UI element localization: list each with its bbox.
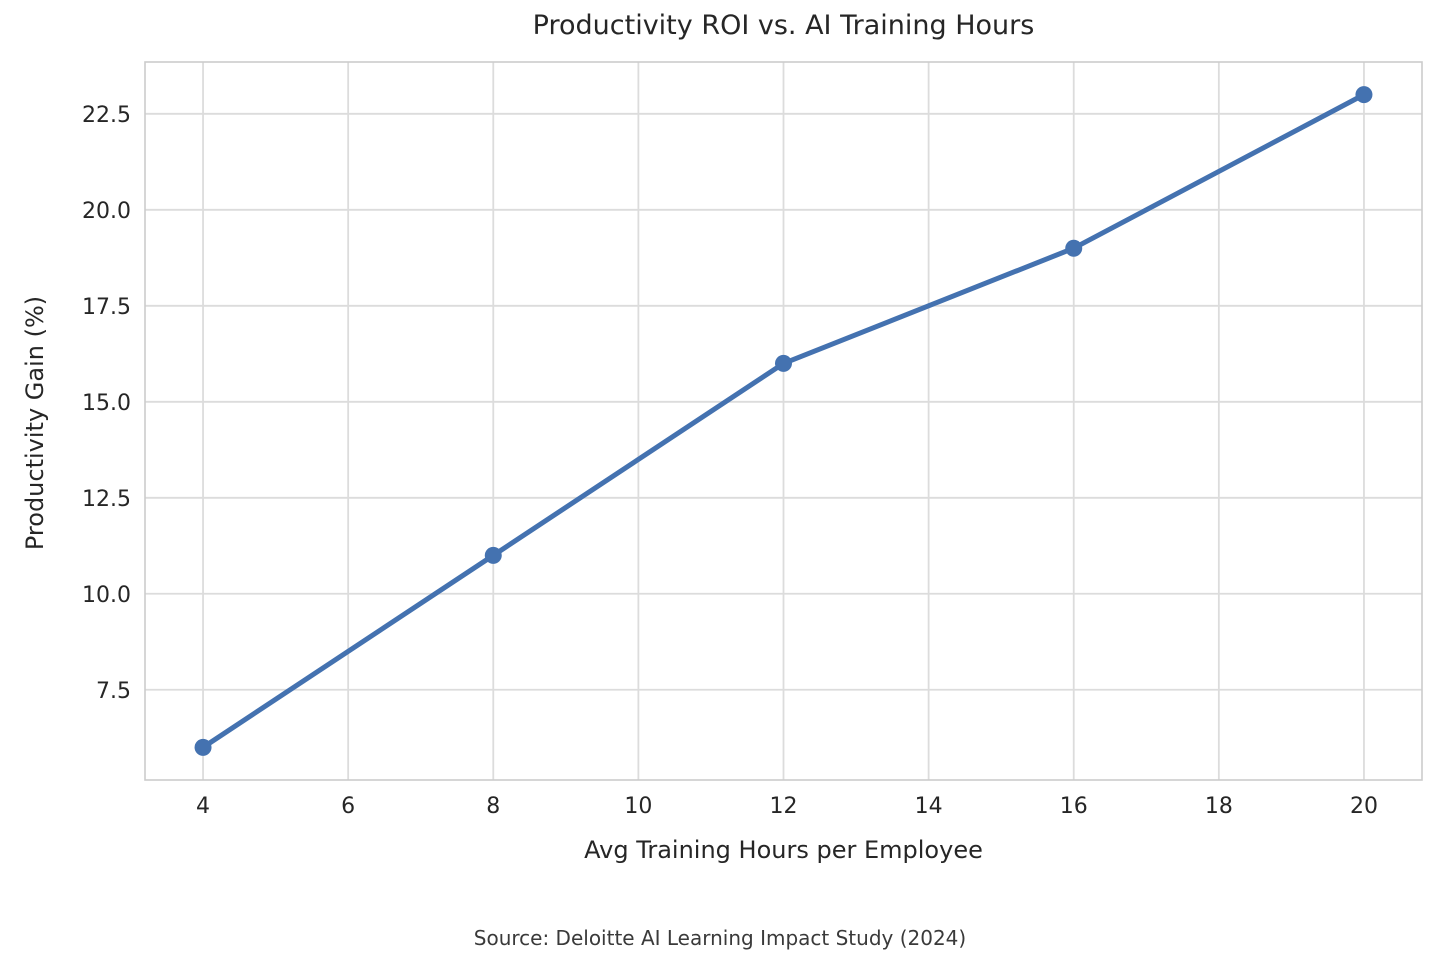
data-point xyxy=(775,354,792,372)
y-tick-label: 20.0 xyxy=(82,199,131,224)
x-tick-label: 8 xyxy=(486,794,500,819)
plot-border xyxy=(144,61,1423,781)
data-point xyxy=(1065,239,1083,257)
x-tick-label: 14 xyxy=(915,794,943,819)
source-caption: Source: Deloitte AI Learning Impact Stud… xyxy=(473,926,967,950)
x-tick-label: 4 xyxy=(196,794,210,819)
x-tick-label: 10 xyxy=(624,794,652,819)
chart-title: Productivity ROI vs. AI Training Hours xyxy=(532,10,1035,41)
x-axis-label: Avg Training Hours per Employee xyxy=(584,836,983,864)
data-point xyxy=(1355,86,1373,104)
x-tick-label: 12 xyxy=(770,794,798,819)
y-tick-label: 7.5 xyxy=(96,679,131,704)
x-tick-label: 18 xyxy=(1205,794,1233,819)
data-point xyxy=(484,546,502,564)
y-tick-label: 12.5 xyxy=(82,487,131,512)
y-tick-label: 17.5 xyxy=(82,295,131,320)
y-tick-label: 22.5 xyxy=(82,103,131,128)
x-tick-label: 16 xyxy=(1060,794,1088,819)
data-point xyxy=(194,738,212,756)
x-tick-label: 20 xyxy=(1350,794,1378,819)
y-tick-label: 10.0 xyxy=(82,583,131,608)
y-tick-label: 15.0 xyxy=(82,391,131,416)
x-tick-label: 6 xyxy=(341,794,355,819)
y-axis-label: Productivity Gain (%) xyxy=(21,295,49,551)
